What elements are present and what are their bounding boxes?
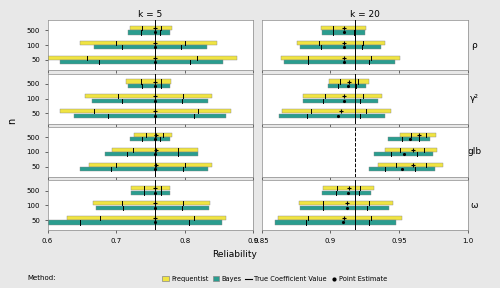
Bar (112, 148, 198, 152)
Bar (281, 56, 400, 60)
Bar (134, 133, 172, 137)
Bar (388, 137, 430, 141)
Bar (282, 109, 391, 113)
Bar (92, 99, 208, 103)
Bar (278, 216, 402, 220)
Bar (88, 163, 212, 167)
Bar (320, 26, 366, 30)
Text: Method:: Method: (28, 275, 56, 281)
Bar (329, 79, 368, 84)
Bar (328, 84, 366, 88)
Bar (276, 220, 396, 225)
Bar (60, 60, 223, 64)
Bar (131, 191, 170, 195)
Bar (60, 109, 232, 113)
Bar (66, 216, 226, 220)
Title: k = 20: k = 20 (350, 10, 380, 19)
Bar (80, 167, 208, 171)
Bar (130, 137, 170, 141)
Text: Reliability: Reliability (212, 250, 258, 259)
Bar (105, 152, 198, 156)
Bar (385, 148, 438, 152)
Bar (131, 186, 170, 190)
Bar (300, 45, 381, 49)
Bar (128, 30, 170, 35)
Bar (322, 191, 372, 195)
Bar (284, 60, 395, 64)
Bar (322, 30, 364, 35)
Bar (96, 206, 210, 210)
Bar (30, 220, 222, 225)
Bar (298, 201, 394, 205)
Bar (300, 206, 390, 210)
Bar (303, 99, 378, 103)
Bar (303, 94, 382, 98)
Bar (298, 41, 385, 45)
Bar (94, 201, 210, 205)
Text: n: n (8, 118, 18, 124)
Bar (368, 167, 434, 171)
Bar (85, 94, 212, 98)
Bar (324, 186, 374, 190)
Bar (126, 79, 171, 84)
Bar (400, 133, 436, 137)
Bar (40, 56, 237, 60)
Bar (80, 41, 217, 45)
Y-axis label: γ²: γ² (470, 94, 479, 103)
Y-axis label: glb: glb (468, 147, 481, 156)
Bar (94, 45, 206, 49)
Bar (130, 26, 172, 30)
Bar (374, 152, 433, 156)
Title: k = 5: k = 5 (138, 10, 162, 19)
Legend: Frequentist, Bayes, True Coefficient Value, Point Estimate: Frequentist, Bayes, True Coefficient Val… (160, 273, 390, 285)
Bar (74, 113, 226, 118)
Bar (280, 113, 385, 118)
Y-axis label: ρ: ρ (472, 41, 478, 50)
Bar (378, 163, 443, 167)
Y-axis label: ω: ω (470, 201, 478, 210)
Bar (128, 84, 170, 88)
